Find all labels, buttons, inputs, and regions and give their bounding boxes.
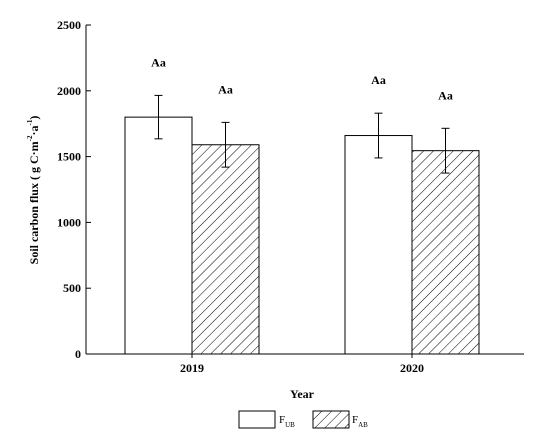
legend-label-fab-sub: AB (358, 421, 368, 429)
bar-fub-2019 (124, 116, 193, 355)
significance-label: Aa (438, 88, 453, 102)
legend-swatch-fab (312, 410, 350, 429)
significance-label: Aa (151, 55, 166, 69)
significance-label: Aa (371, 73, 386, 87)
legend-label-fub-sub: UB (285, 421, 295, 429)
legend-label-fub: FUB (279, 414, 295, 429)
bar-fub-2020 (344, 135, 413, 355)
legend-label-fab: FAB (352, 414, 368, 429)
y-tick-label: 500 (63, 281, 81, 295)
x-axis: 2019 2020 (86, 353, 524, 375)
y-axis-title-close: ) (27, 116, 41, 120)
plot-area: Aa Aa Aa Aa (124, 55, 480, 355)
y-axis-title-sep2: · (27, 131, 41, 135)
legend-label-fub-main: F (279, 414, 285, 426)
bar-fab-2019 (191, 144, 260, 355)
x-axis-title: Year (290, 387, 315, 401)
y-axis-title: Soil carbon flux ( g C·m-2·a-1) (26, 116, 41, 265)
y-axis-title-exp1: -2 (26, 135, 34, 141)
significance-label: Aa (218, 82, 233, 96)
y-tick-label: 2000 (57, 84, 81, 98)
y-tick-label: 2500 (57, 18, 81, 32)
y-axis: 0 500 1000 1500 2000 2500 (57, 18, 91, 361)
legend: FUB FAB (238, 410, 368, 429)
y-tick-label: 1000 (57, 215, 81, 229)
x-tick-label: 2020 (400, 361, 424, 375)
y-axis-title-a: a (27, 125, 41, 131)
bar-fab-2020 (411, 150, 480, 355)
y-tick-label: 0 (75, 347, 81, 361)
y-axis-title-sep: · (27, 151, 41, 155)
y-axis-title-m: m (27, 141, 41, 151)
x-tick-label: 2019 (180, 361, 204, 375)
y-axis-title-main: Soil carbon flux ( g C (27, 155, 41, 264)
legend-label-fab-main: F (352, 414, 358, 426)
legend-swatch-fub (238, 410, 276, 429)
y-axis-title-exp2: -1 (26, 119, 34, 125)
y-tick-label: 1500 (57, 150, 81, 164)
